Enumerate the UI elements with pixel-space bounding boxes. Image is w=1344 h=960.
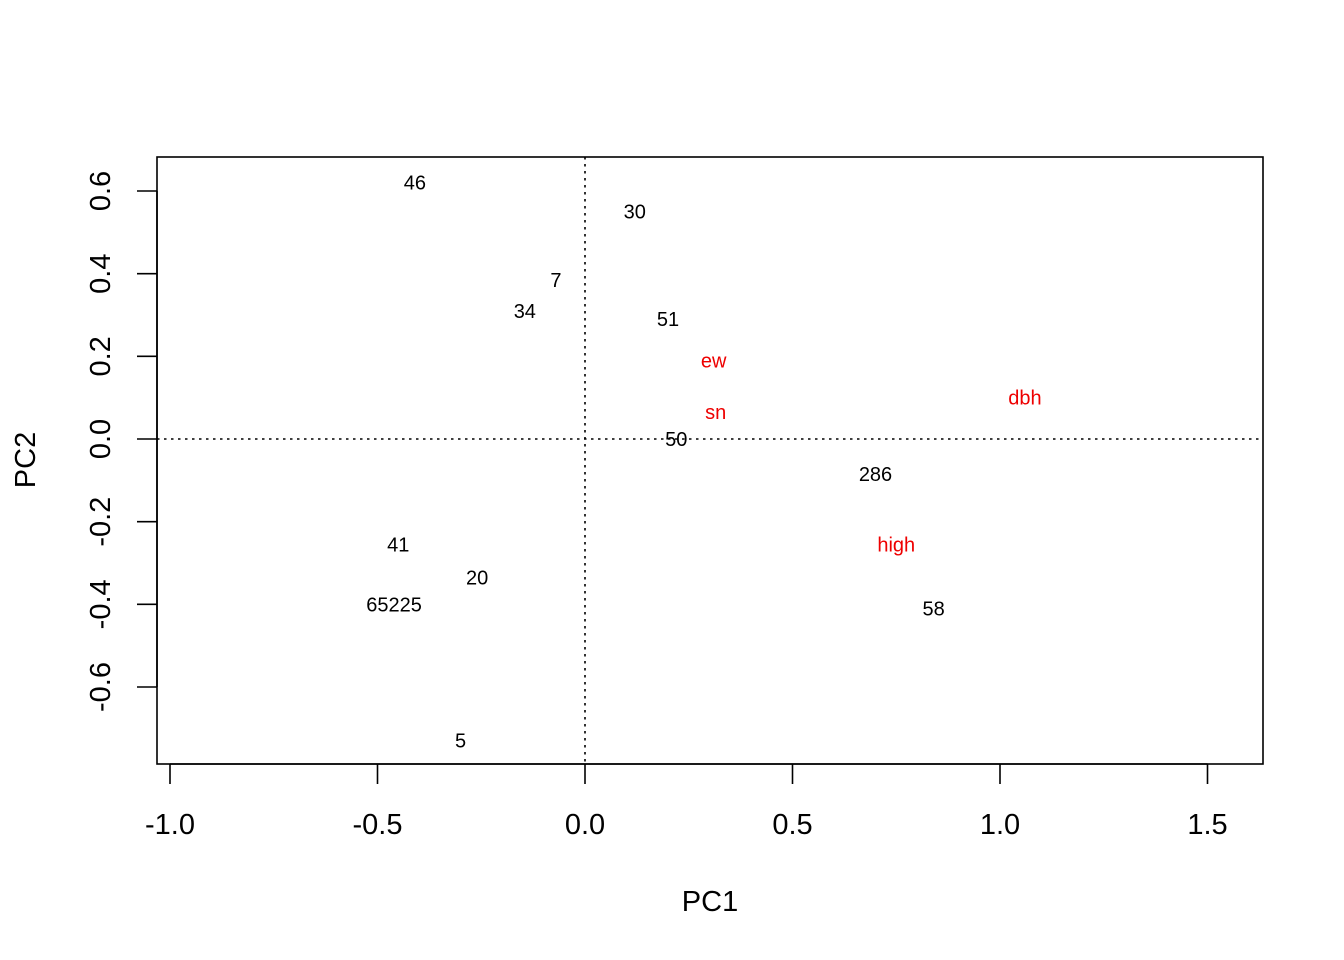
y-tick-label: 0.2 (85, 336, 117, 376)
variable-label: dbh (1008, 388, 1041, 410)
y-tick-label: -0.4 (85, 579, 117, 629)
x-axis: -1.0 -0.5 0.0 0.5 1.0 1.5 (145, 763, 1228, 841)
observation-label: 7 (550, 270, 561, 292)
x-tick-label: -1.0 (145, 809, 195, 841)
observation-label: 5 (455, 731, 466, 753)
observation-label: 41 (387, 534, 409, 556)
observation-label: 286 (859, 464, 892, 486)
y-tick-label: -0.6 (85, 662, 117, 712)
y-tick-label: 0.0 (85, 419, 117, 459)
variable-label: ew (701, 350, 727, 372)
observation-label: 51 (657, 309, 679, 331)
observation-label: 34 (514, 301, 536, 323)
observation-label: 20 (466, 567, 488, 589)
reference-lines (157, 157, 1263, 764)
x-tick-label: 1.0 (980, 809, 1020, 841)
y-axis: -0.6 -0.4 -0.2 0.0 0.2 0.4 0.6 (85, 171, 158, 712)
observation-label: 30 (624, 202, 646, 224)
observation-label: 65225 (366, 594, 422, 616)
x-axis-label: PC1 (682, 886, 738, 918)
observation-label: 58 (922, 598, 944, 620)
y-tick-label: 0.4 (85, 254, 117, 294)
observation-label: 46 (404, 173, 426, 195)
plot-frame (156, 156, 1264, 765)
variable-label: sn (705, 402, 726, 424)
y-tick-label: 0.6 (85, 171, 117, 211)
y-tick-label: -0.2 (85, 497, 117, 547)
x-tick-label: 0.5 (772, 809, 812, 841)
variable-label: high (877, 534, 915, 556)
x-tick-label: -0.5 (353, 809, 403, 841)
y-axis-label: PC2 (10, 432, 42, 488)
observation-label: 50 (665, 429, 687, 451)
point-labels: 46 30 7 34 51 50 286 41 20 65225 58 5 ew sn dbh high (366, 173, 1041, 753)
x-tick-label: 1.5 (1187, 809, 1227, 841)
x-tick-label: 0.0 (565, 809, 605, 841)
